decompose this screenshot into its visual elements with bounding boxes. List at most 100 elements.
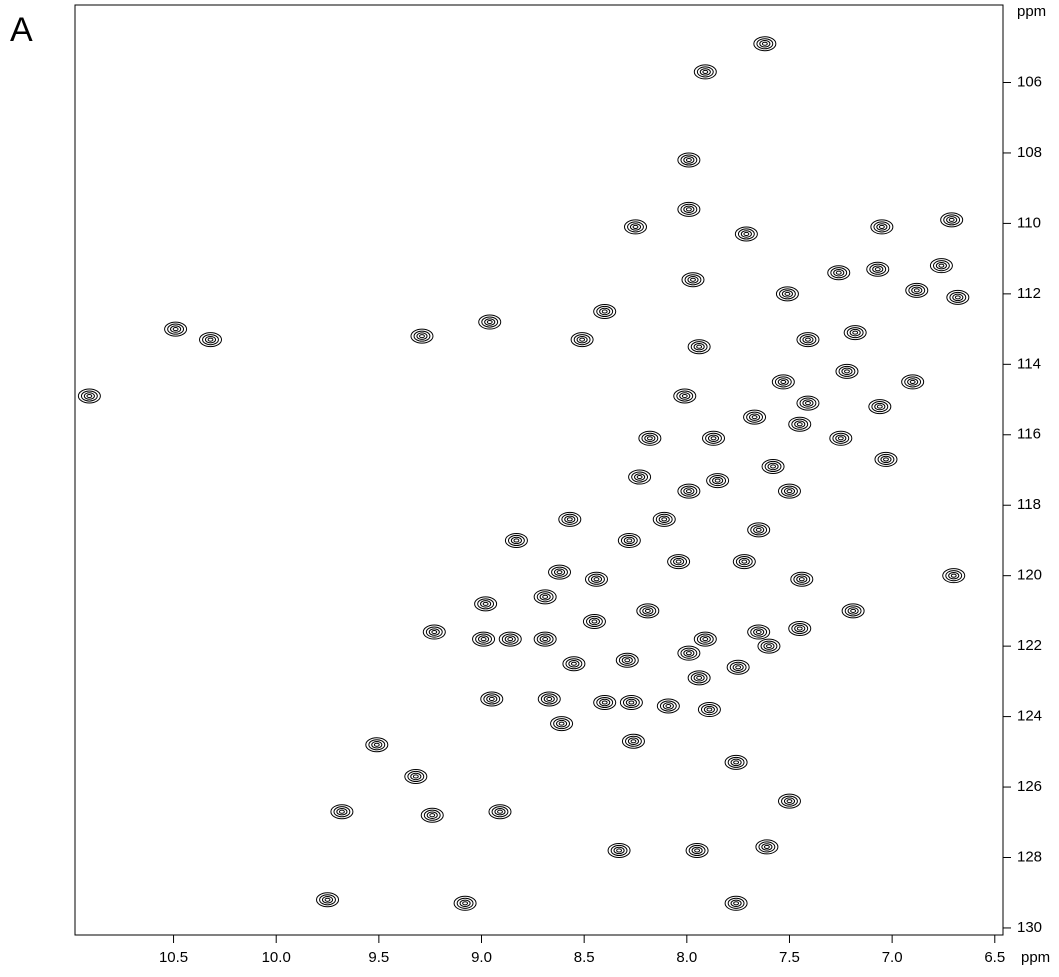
peak-contour xyxy=(627,737,640,745)
peak-contour xyxy=(796,626,803,631)
peak-contour xyxy=(548,564,572,580)
peak-contour xyxy=(799,334,817,346)
peak-contour xyxy=(945,570,963,582)
peak-contour xyxy=(623,536,635,545)
peak-contour xyxy=(404,768,428,784)
peak-contour xyxy=(735,556,753,568)
peak-contour xyxy=(777,378,789,386)
peak-contour xyxy=(942,568,966,584)
peak-contour xyxy=(488,696,495,702)
peak-contour xyxy=(740,230,752,238)
peak-contour xyxy=(932,260,950,272)
peak-contour xyxy=(661,517,668,522)
x-tick-label: 10.0 xyxy=(262,949,291,966)
x-tick-label: 8.0 xyxy=(676,949,697,966)
peak-contour xyxy=(673,557,685,566)
peak-contour xyxy=(684,274,702,286)
peak-contour xyxy=(911,286,923,295)
peak-contour xyxy=(905,282,929,298)
peak xyxy=(796,395,820,411)
peak xyxy=(199,332,223,348)
peak-contour xyxy=(615,652,639,668)
peak-contour xyxy=(483,693,501,705)
peak-contour xyxy=(954,295,961,300)
y-tick-label: 108 xyxy=(1017,144,1042,161)
peak xyxy=(533,589,557,605)
peak-contour xyxy=(551,566,568,578)
peak-contour xyxy=(484,318,496,326)
peak xyxy=(558,511,582,527)
peak-contour xyxy=(852,330,859,335)
peak-contour xyxy=(904,376,922,388)
peak-contour xyxy=(368,739,386,751)
peak-contour xyxy=(628,700,635,705)
peak-contour xyxy=(423,809,441,821)
peak xyxy=(677,152,701,168)
peak-contour xyxy=(780,379,787,384)
peak-contour xyxy=(542,637,549,642)
peak-contour xyxy=(675,559,682,564)
peak-contour xyxy=(838,365,856,377)
peak-contour xyxy=(677,483,701,499)
peak-contour xyxy=(630,739,637,744)
peak-contour xyxy=(799,397,817,409)
peak-contour xyxy=(579,337,586,342)
peak-contour xyxy=(543,695,555,703)
peak-contour xyxy=(788,416,812,432)
peak xyxy=(942,568,966,584)
peak-contour xyxy=(472,631,496,647)
peak-contour xyxy=(588,573,605,585)
peak-contour xyxy=(80,390,98,402)
peak-contour xyxy=(407,770,425,783)
peak-contour xyxy=(601,700,608,705)
peak-contour xyxy=(770,464,776,469)
peak-contour xyxy=(330,804,354,820)
peak-contour xyxy=(562,656,586,672)
peak xyxy=(796,332,820,348)
peak xyxy=(330,804,354,820)
peak-contour xyxy=(634,473,646,481)
peak-contour xyxy=(553,718,571,730)
peak-contour xyxy=(629,223,642,231)
peak xyxy=(656,698,680,714)
peak-contour xyxy=(410,328,434,344)
peak-contour xyxy=(644,608,651,613)
peak-contour xyxy=(537,691,561,707)
peak-contour xyxy=(425,626,443,638)
peak xyxy=(619,695,643,710)
peak-contour xyxy=(568,660,580,668)
peak-contour xyxy=(705,432,722,444)
peak-contour xyxy=(426,811,438,819)
peak xyxy=(685,842,709,858)
peak-contour xyxy=(610,844,628,856)
peak xyxy=(164,321,188,337)
peak-contour xyxy=(202,334,219,346)
peak xyxy=(420,807,444,823)
peak-contour xyxy=(488,804,512,820)
peak-contour xyxy=(874,402,886,411)
peak-contour xyxy=(566,517,573,522)
peak-contour xyxy=(868,399,892,415)
peak-contour xyxy=(707,434,720,443)
peak-contour xyxy=(929,258,953,274)
peak-contour xyxy=(763,642,775,650)
peak-contour xyxy=(658,515,670,524)
peak-contour xyxy=(766,644,772,649)
peak-contour xyxy=(510,536,522,545)
peak-contour xyxy=(850,608,857,613)
y-tick-label: 110 xyxy=(1017,214,1041,231)
peak-contour xyxy=(871,401,889,413)
peak xyxy=(747,522,771,538)
peak-contour xyxy=(655,513,673,525)
peak-contour xyxy=(474,596,498,612)
peak xyxy=(870,219,894,235)
peak-contour xyxy=(546,696,553,702)
peak-contour xyxy=(706,707,713,712)
peak-contour xyxy=(946,216,958,224)
peak-contour xyxy=(667,554,691,570)
peak xyxy=(667,554,691,570)
peak-contour xyxy=(644,434,656,443)
peak-contour xyxy=(422,624,446,640)
peak-contour xyxy=(679,392,691,400)
peak-contour xyxy=(590,575,603,583)
